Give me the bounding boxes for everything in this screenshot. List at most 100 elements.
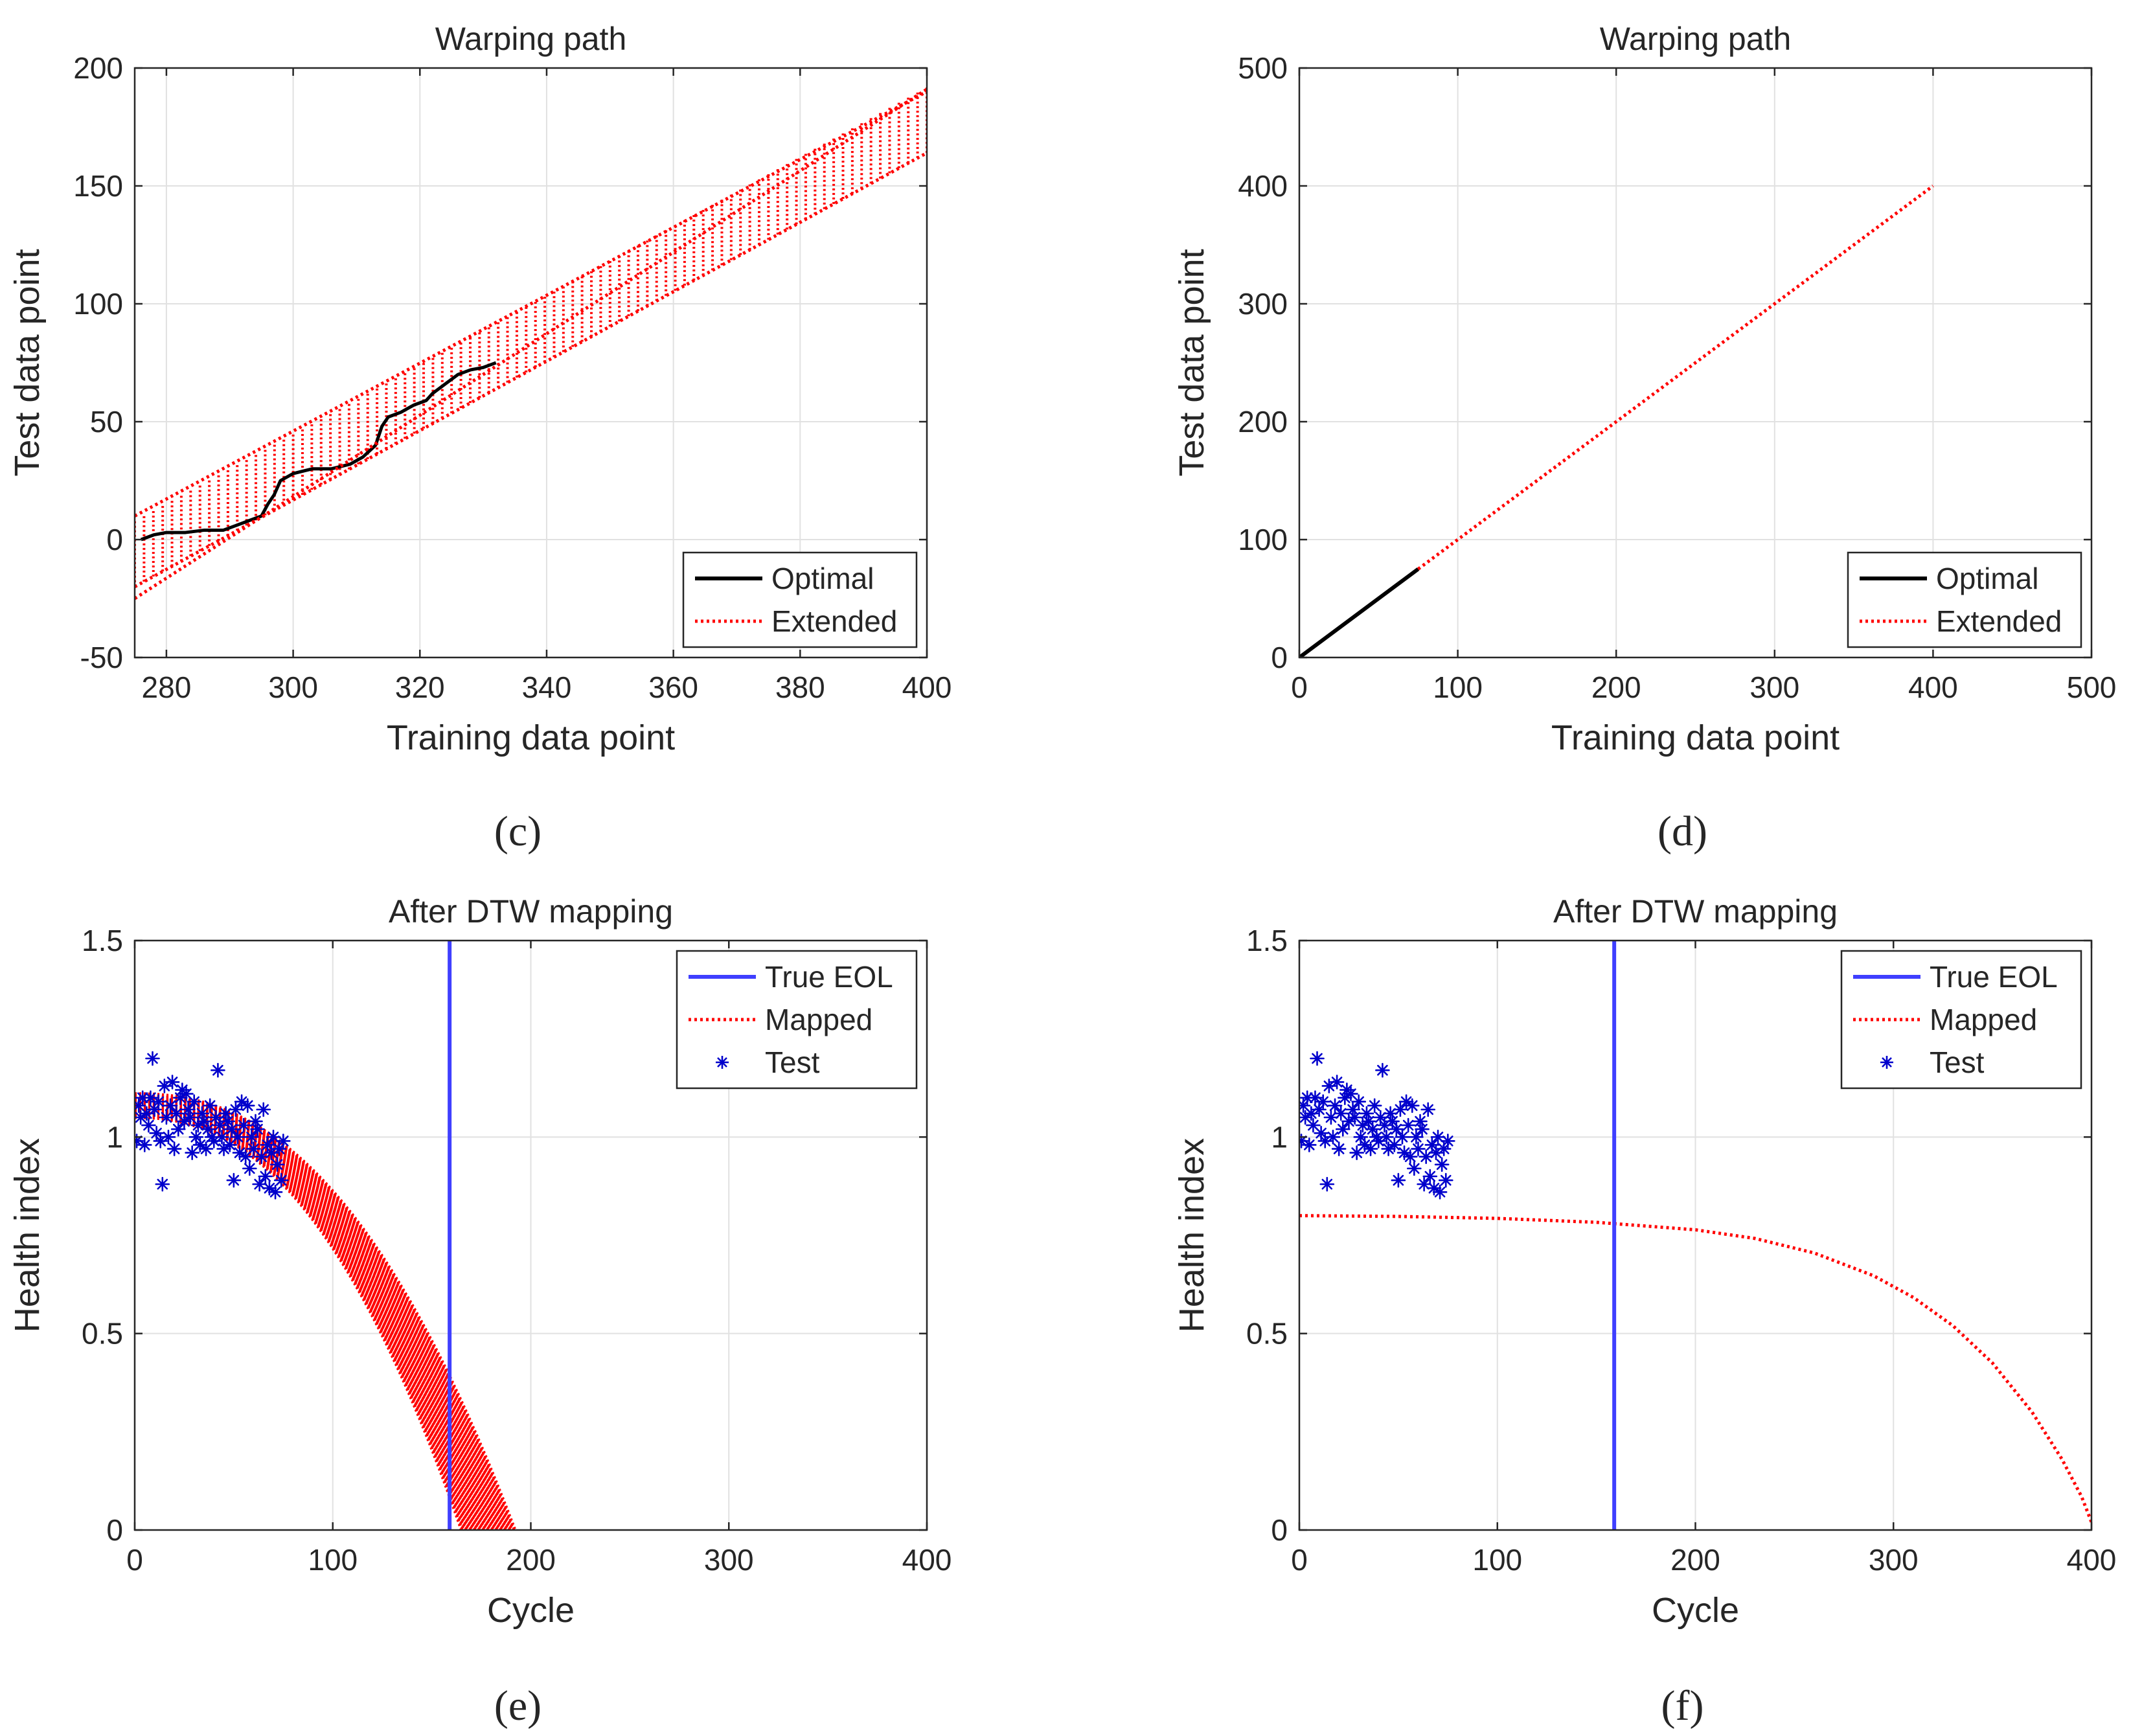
test-point [1330, 1075, 1343, 1088]
test-point [259, 1170, 272, 1183]
legend-swatch-test [1880, 1056, 1893, 1069]
x-tick-label: 200 [1670, 1543, 1720, 1577]
test-point [245, 1130, 258, 1143]
test-point [237, 1119, 250, 1132]
test-point [251, 1123, 264, 1136]
x-axis-label: Training data point [1551, 718, 1840, 757]
y-tick-label: 1 [1271, 1120, 1288, 1154]
x-tick-label: 300 [1749, 670, 1799, 704]
legend-label: Optimal [771, 562, 874, 595]
test-point [1303, 1138, 1316, 1151]
y-tick-label: -50 [80, 641, 123, 674]
test-point [1409, 1130, 1422, 1143]
chart-title: Warping path [435, 21, 627, 57]
test-point [1336, 1123, 1349, 1136]
test-point [138, 1138, 151, 1151]
x-tick-label: 100 [1433, 670, 1483, 704]
figure-canvas: 280 300 320 340 360 380 400-50050100150200Warp… [0, 0, 2131, 1736]
y-tick-label: 1 [106, 1120, 123, 1154]
x-tick-label: 400 [1908, 670, 1958, 704]
y-tick-label: 0 [1271, 641, 1288, 674]
test-point [257, 1103, 270, 1116]
panel-label: (c) [494, 808, 541, 855]
test-point [1435, 1158, 1448, 1171]
x-tick-label: 200 [506, 1543, 556, 1577]
y-tick-label: 0 [1271, 1513, 1288, 1547]
x-tick-label: 100 [308, 1543, 358, 1577]
test-point [1416, 1123, 1429, 1136]
legend-label: Optimal [1936, 562, 2038, 595]
test-point [243, 1162, 256, 1175]
y-tick-label: 100 [73, 287, 123, 321]
test-point [1332, 1143, 1345, 1156]
panel-e: 0 100 200 300 40000.511.5After DTW mappingCy… [8, 893, 952, 1730]
test-point [227, 1174, 240, 1187]
test-point [1422, 1103, 1435, 1116]
chart-title: After DTW mapping [1553, 893, 1838, 930]
y-tick-label: 400 [1238, 169, 1288, 203]
y-axis-label: Health index [1172, 1138, 1211, 1332]
x-tick-label: 0 [126, 1543, 143, 1577]
test-point [241, 1099, 254, 1112]
x-tick-label: 400 [902, 670, 952, 704]
x-tick-label: 400 [902, 1543, 952, 1577]
test-point [1433, 1185, 1446, 1198]
x-tick-label: 300 [268, 670, 318, 704]
y-tick-label: 200 [73, 51, 123, 85]
test-point [1441, 1134, 1454, 1147]
x-tick-label: 0 [1291, 1543, 1308, 1577]
x-axis-label: Training data point [387, 718, 675, 757]
test-point [156, 1178, 169, 1191]
x-tick-label: 300 [704, 1543, 754, 1577]
legend: True EOL Mapped Test [1841, 951, 2081, 1088]
legend: True EOLMappedTest [677, 951, 917, 1088]
legend-label: True EOL [765, 960, 893, 994]
x-tick-label: 360 [648, 670, 698, 704]
test-point [152, 1095, 165, 1108]
y-axis-label: Health index [8, 1138, 47, 1332]
test-point [1439, 1174, 1452, 1187]
test-point [1311, 1052, 1324, 1065]
y-tick-label: 100 [1238, 523, 1288, 556]
y-tick-label: 200 [1238, 405, 1288, 439]
chart-title: After DTW mapping [389, 893, 673, 930]
legend-label: Extended [771, 604, 897, 638]
chart-title: Warping path [1600, 21, 1792, 57]
y-tick-label: 50 [90, 405, 123, 439]
test-point [1327, 1130, 1339, 1143]
legend-label: Mapped [1930, 1003, 2037, 1036]
x-tick-label: 400 [2067, 1543, 2117, 1577]
legend-label: Mapped [765, 1003, 872, 1036]
x-tick-label: 200 [1591, 670, 1641, 704]
y-tick-label: 1.5 [82, 924, 123, 957]
test-point [168, 1143, 181, 1156]
x-tick-label: 320 [395, 670, 445, 704]
test-point [271, 1158, 284, 1171]
test-point [1317, 1095, 1330, 1108]
x-tick-label: 500 [2067, 670, 2117, 704]
x-tick-label: 0 [1291, 670, 1308, 704]
x-tick-label: 280 [142, 670, 192, 704]
y-axis-label: Test data point [8, 249, 47, 476]
legend-label: Test [1930, 1045, 1985, 1079]
test-point [275, 1174, 288, 1187]
x-tick-label: 300 [1869, 1543, 1919, 1577]
test-point [1396, 1130, 1409, 1143]
y-tick-label: 0 [106, 523, 123, 556]
y-tick-label: 500 [1238, 51, 1288, 85]
test-point [1328, 1099, 1341, 1112]
legend: Optimal Extended [683, 553, 917, 647]
test-point [1376, 1064, 1389, 1077]
y-tick-label: 0 [106, 1513, 123, 1547]
test-point [203, 1099, 216, 1112]
legend-label: Extended [1936, 604, 2062, 638]
test-point [1407, 1162, 1420, 1175]
legend-label: True EOL [1930, 960, 2058, 994]
x-axis-label: Cycle [1652, 1591, 1739, 1630]
panel-d: 0 100 200 300 400 5000100200300400500Warping … [1172, 21, 2116, 855]
x-tick-label: 380 [775, 670, 825, 704]
legend-swatch-test [716, 1056, 729, 1069]
test-point [225, 1123, 238, 1136]
y-tick-label: 0.5 [82, 1317, 123, 1351]
test-point [166, 1075, 179, 1088]
